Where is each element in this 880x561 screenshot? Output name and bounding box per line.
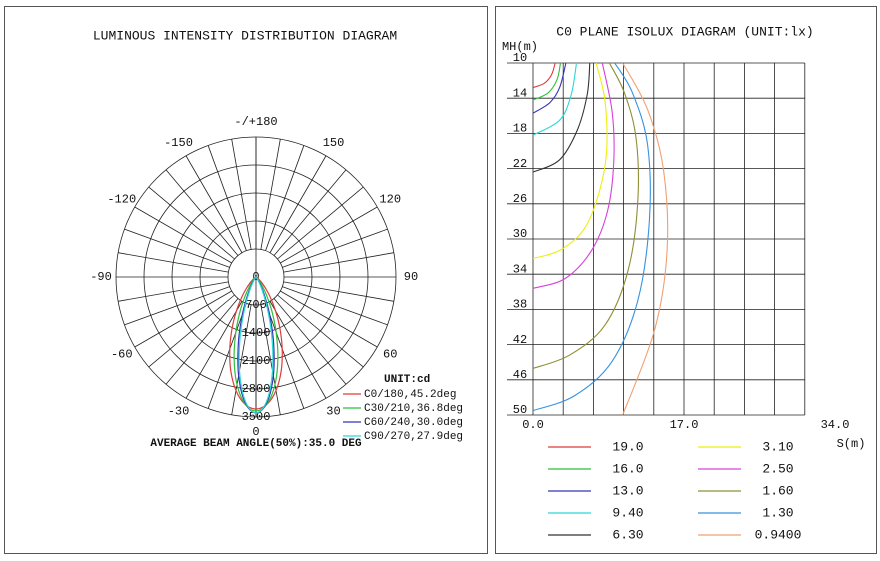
legend-label: 9.40 bbox=[612, 505, 643, 520]
right-panel bbox=[495, 6, 877, 554]
x-tick-label: 17.0 bbox=[670, 418, 699, 432]
legend-label: 1.30 bbox=[762, 505, 793, 520]
y-tick-label: 34 bbox=[513, 262, 527, 276]
intensity-curve bbox=[233, 276, 279, 412]
y-tick-label: 14 bbox=[513, 86, 527, 100]
angle-tick-label: -90 bbox=[90, 270, 112, 284]
legend-label: 16.0 bbox=[612, 461, 643, 476]
left-panel bbox=[4, 6, 488, 554]
isolux-curve bbox=[532, 62, 651, 412]
y-tick-label: 10 bbox=[513, 51, 527, 65]
isolux-curve bbox=[532, 62, 615, 289]
angle-tick-label: 0 bbox=[252, 425, 259, 439]
intensity-curve bbox=[229, 277, 283, 410]
y-axis-label: MH(m) bbox=[502, 40, 538, 54]
angle-tick-label: 90 bbox=[404, 270, 418, 284]
y-tick-label: 38 bbox=[513, 298, 527, 312]
angle-tick-label: 120 bbox=[379, 193, 401, 207]
angle-tick-label: -150 bbox=[164, 136, 193, 150]
legend-label: 6.30 bbox=[612, 527, 643, 542]
legend-label: 13.0 bbox=[612, 483, 643, 498]
legend-label: 0.9400 bbox=[755, 527, 802, 542]
chart-title: LUMINOUS INTENSITY DISTRIBUTION DIAGRAM bbox=[93, 28, 397, 43]
annotation: AVERAGE BEAM ANGLE(50%):35.0 DEG bbox=[150, 438, 362, 450]
isolux-curve bbox=[532, 62, 567, 114]
angle-tick-label: -30 bbox=[168, 404, 190, 418]
isolux-curve bbox=[532, 62, 639, 369]
angle-tick-label: -120 bbox=[107, 193, 136, 207]
legend-label: C0/180,45.2deg bbox=[364, 389, 456, 401]
isolux-curve bbox=[532, 62, 562, 101]
legend-label: C60/240,30.0deg bbox=[364, 417, 463, 429]
isolux-curve bbox=[532, 62, 608, 259]
legend-title: UNIT:cd bbox=[384, 374, 430, 386]
legend-label: 19.0 bbox=[612, 439, 643, 454]
legend-label: 1.60 bbox=[762, 483, 793, 498]
legend-label: C30/210,36.8deg bbox=[364, 403, 463, 415]
y-tick-label: 42 bbox=[513, 333, 527, 347]
intensity-curve bbox=[238, 276, 274, 414]
y-tick-label: 30 bbox=[513, 227, 527, 241]
chart-title: C0 PLANE ISOLUX DIAGRAM (UNIT:lx) bbox=[556, 24, 813, 39]
angle-tick-label: 150 bbox=[323, 136, 345, 150]
angle-tick-label: 30 bbox=[326, 404, 340, 418]
isolux-curve bbox=[532, 62, 556, 89]
angle-tick-label: -/+180 bbox=[234, 115, 277, 129]
angle-tick-label: 60 bbox=[383, 348, 397, 362]
y-tick-label: 18 bbox=[513, 122, 527, 136]
x-tick-label: 0.0 bbox=[522, 418, 544, 432]
r-tick-label: 3500 bbox=[242, 410, 271, 424]
x-axis-label: S(m) bbox=[837, 437, 866, 451]
angle-tick-label: -60 bbox=[111, 348, 133, 362]
legend-label: 2.50 bbox=[762, 461, 793, 476]
legend-label: 3.10 bbox=[762, 439, 793, 454]
isolux-curve bbox=[532, 62, 578, 136]
y-tick-label: 46 bbox=[513, 368, 527, 382]
y-tick-label: 26 bbox=[513, 192, 527, 206]
legend-label: C90/270,27.9deg bbox=[364, 431, 463, 443]
isolux-curve bbox=[532, 62, 591, 173]
y-tick-label: 50 bbox=[513, 403, 527, 417]
y-tick-label: 22 bbox=[513, 157, 527, 171]
x-tick-label: 34.0 bbox=[821, 418, 850, 432]
isolux-curve bbox=[622, 62, 669, 416]
